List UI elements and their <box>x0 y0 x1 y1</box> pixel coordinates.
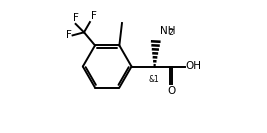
Text: F: F <box>91 11 96 21</box>
Text: F: F <box>73 13 78 23</box>
Text: 2: 2 <box>168 28 173 37</box>
Text: OH: OH <box>186 61 202 72</box>
Text: &1: &1 <box>148 75 159 84</box>
Text: F: F <box>66 30 72 40</box>
Text: NH: NH <box>160 26 176 36</box>
Text: O: O <box>167 86 176 96</box>
